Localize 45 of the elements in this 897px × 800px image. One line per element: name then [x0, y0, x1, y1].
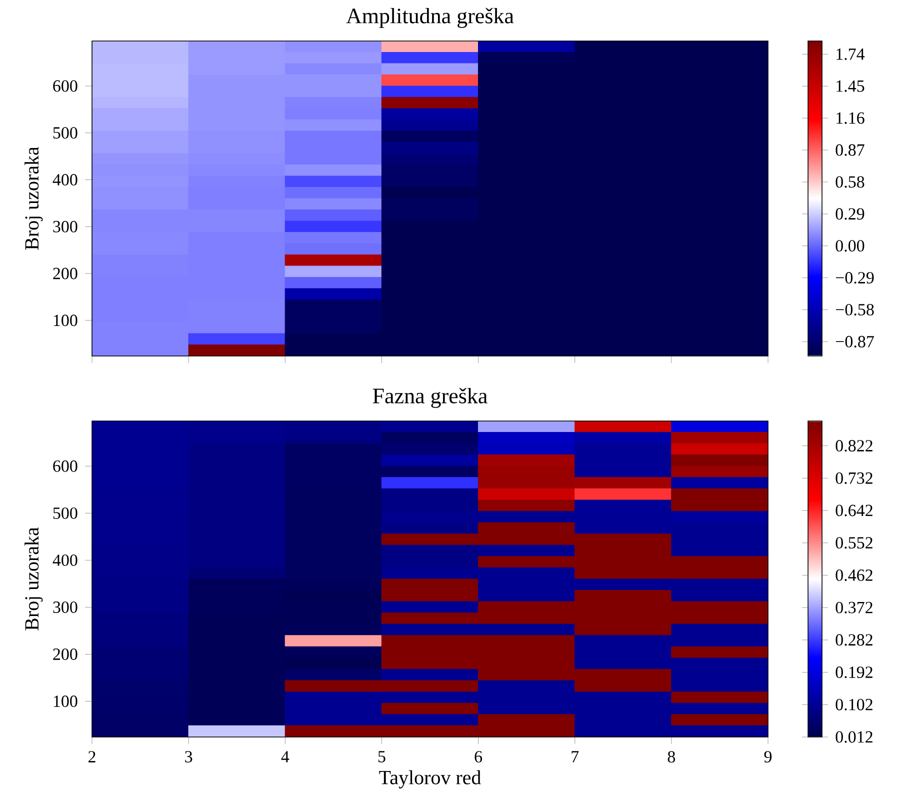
color-bar-label: 0.642 — [836, 504, 872, 516]
color-bar-label: −0.58 — [836, 304, 874, 316]
y-tick-label: 500 — [53, 127, 78, 139]
color-bar-label: −0.87 — [836, 336, 874, 348]
color-bar-label: 0.87 — [836, 144, 864, 156]
y-tick-label: 500 — [53, 507, 78, 519]
x-tick-label: 7 — [572, 751, 579, 762]
x-tick-label: 9 — [764, 751, 772, 762]
color-bar-label: 0.102 — [836, 698, 872, 710]
y-tick-label: 300 — [53, 602, 78, 613]
x-axis-title: Taylorov red — [379, 770, 481, 788]
x-tick-label: 2 — [88, 751, 96, 762]
y-tick-label: 400 — [52, 174, 78, 186]
chart-title: Amplitudna greška — [346, 8, 514, 28]
color-bar-label: 0.552 — [836, 537, 872, 549]
color-bar-label: 0.00 — [836, 240, 864, 252]
x-tick-label: 3 — [185, 751, 192, 762]
color-bar-label: 0.372 — [836, 602, 872, 614]
y-axis-title: Broj uzoraka — [24, 527, 43, 630]
y-axis-title: Broj uzoraka — [24, 146, 43, 250]
y-tick-label: 200 — [53, 648, 78, 660]
color-bar-label: 0.282 — [836, 634, 872, 646]
color-bar-label: 0.462 — [836, 569, 872, 582]
color-bar-label: 0.732 — [836, 472, 872, 484]
x-tick-label: 5 — [378, 751, 386, 762]
x-tick-label: 6 — [474, 751, 482, 762]
y-tick-label: 100 — [54, 314, 78, 326]
color-bar-label: −0.29 — [836, 272, 874, 284]
chart-title: Fazna greška — [372, 388, 488, 408]
y-tick-label: 600 — [53, 460, 78, 472]
y-tick-label: 600 — [53, 80, 78, 92]
color-bar-label: 1.16 — [836, 112, 864, 124]
color-bar-label: 0.29 — [836, 208, 864, 220]
y-tick-label: 400 — [52, 554, 78, 566]
x-tick-label: 4 — [281, 751, 290, 762]
y-tick-label: 200 — [53, 268, 78, 280]
color-bar-label: 0.012 — [836, 731, 872, 743]
color-bar-label: 0.822 — [836, 440, 872, 452]
y-tick-label: 300 — [53, 220, 78, 232]
x-tick-label: 8 — [668, 751, 676, 763]
color-bar-label: 1.74 — [836, 48, 865, 60]
color-bar-label: 0.192 — [836, 666, 872, 678]
color-bar-label: 1.45 — [836, 80, 864, 92]
y-tick-label: 100 — [54, 696, 78, 707]
color-bar-label: 0.58 — [836, 176, 864, 188]
